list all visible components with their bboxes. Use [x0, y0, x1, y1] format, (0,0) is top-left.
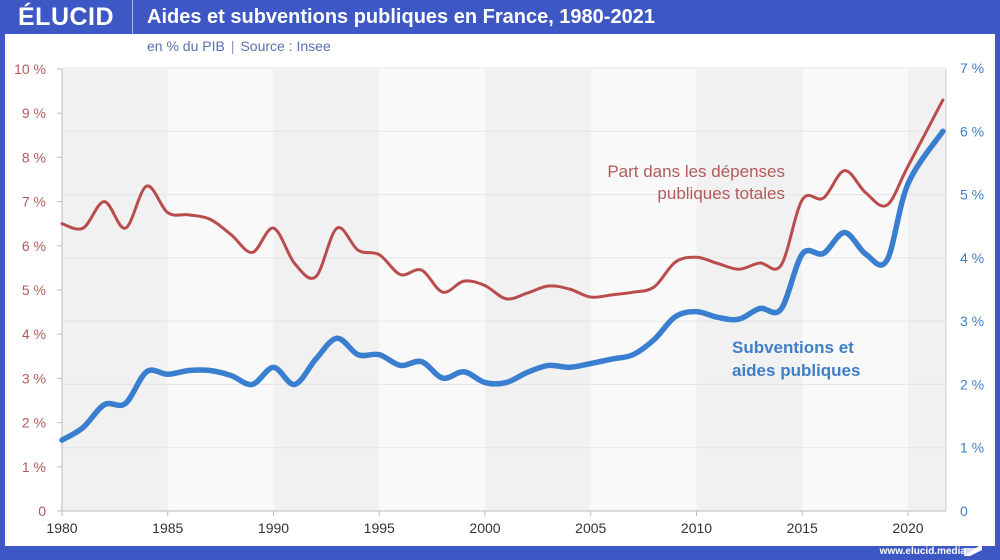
x-tick-label: 1985	[152, 520, 183, 536]
band-2020	[908, 69, 946, 511]
header-bar: ÉLUCID Aides et subventions publiques en…	[0, 0, 1000, 34]
red-series-annotation-line2: publiques totales	[657, 184, 785, 203]
left-tick-label: 1 %	[22, 459, 46, 475]
x-tick-label: 2015	[787, 520, 818, 536]
elucid-logo: ÉLUCID	[18, 3, 115, 31]
unit-label: en % du PIB	[147, 38, 225, 54]
blue-series-annotation-line2: aides publiques	[732, 361, 860, 380]
band-1990	[273, 69, 380, 511]
x-tick-label: 2010	[681, 520, 712, 536]
right-tick-label: 3 %	[960, 313, 984, 329]
series-line-subventions	[59, 128, 946, 443]
website-url: www.elucid.media	[879, 546, 966, 557]
band-2010	[696, 69, 803, 511]
left-tick-label: 10 %	[14, 61, 46, 77]
background-bands	[62, 69, 946, 511]
right-tick-label: 2 %	[960, 376, 984, 392]
left-tick-label: 4 %	[22, 326, 46, 342]
x-tick-label: 2005	[575, 520, 606, 536]
left-tick-label: 8 %	[22, 149, 46, 165]
left-tick-label: 0	[38, 503, 46, 519]
chart-subtitle: en % du PIB | Source : Insee	[147, 38, 331, 54]
x-axis-ticks: 1980 1985 1990 1995 2000 2005 2010 2015 2020	[46, 511, 924, 536]
left-axis-ticks: 0 1 % 2 % 3 % 4 % 5 % 6 % 7 % 8 % 9 % 10 %	[14, 61, 62, 519]
x-tick-label: 2000	[469, 520, 500, 536]
left-tick-label: 3 %	[22, 370, 46, 386]
band-1995	[379, 69, 485, 511]
left-tick-label: 2 %	[22, 415, 46, 431]
left-tick-label: 9 %	[22, 105, 46, 121]
band-1980	[62, 69, 168, 511]
right-tick-label: 0	[960, 503, 968, 519]
left-tick-label: 7 %	[22, 194, 46, 210]
right-axis-ticks: 0 1 % 2 % 3 % 4 % 5 % 6 % 7 %	[960, 60, 984, 519]
series-lines	[59, 98, 946, 443]
band-1985	[167, 69, 274, 511]
series-line-depenses-publiques	[60, 98, 945, 301]
source-label: Source : Insee	[240, 38, 331, 54]
right-tick-label: 6 %	[960, 123, 984, 139]
right-tick-label: 4 %	[960, 250, 984, 266]
x-tick-label: 1995	[364, 520, 395, 536]
x-tick-label: 1980	[46, 520, 77, 536]
right-tick-label: 1 %	[960, 440, 984, 456]
elucid-flag-icon	[964, 544, 982, 556]
chart-title: Aides et subventions publiques en France…	[147, 6, 655, 28]
left-tick-label: 5 %	[22, 282, 46, 298]
right-tick-label: 5 %	[960, 187, 984, 203]
subtitle-separator: |	[230, 38, 235, 54]
x-tick-label: 1990	[258, 520, 289, 536]
logo-divider	[132, 0, 133, 34]
annotations: Part dans les dépenses publiques totales…	[607, 162, 860, 380]
red-series-annotation-line1: Part dans les dépenses	[607, 162, 785, 181]
band-2015	[802, 69, 908, 511]
right-tick-label: 7 %	[960, 60, 984, 76]
left-tick-label: 6 %	[22, 238, 46, 254]
blue-series-annotation-line1: Subventions et	[732, 338, 854, 357]
x-tick-label: 2020	[892, 520, 923, 536]
